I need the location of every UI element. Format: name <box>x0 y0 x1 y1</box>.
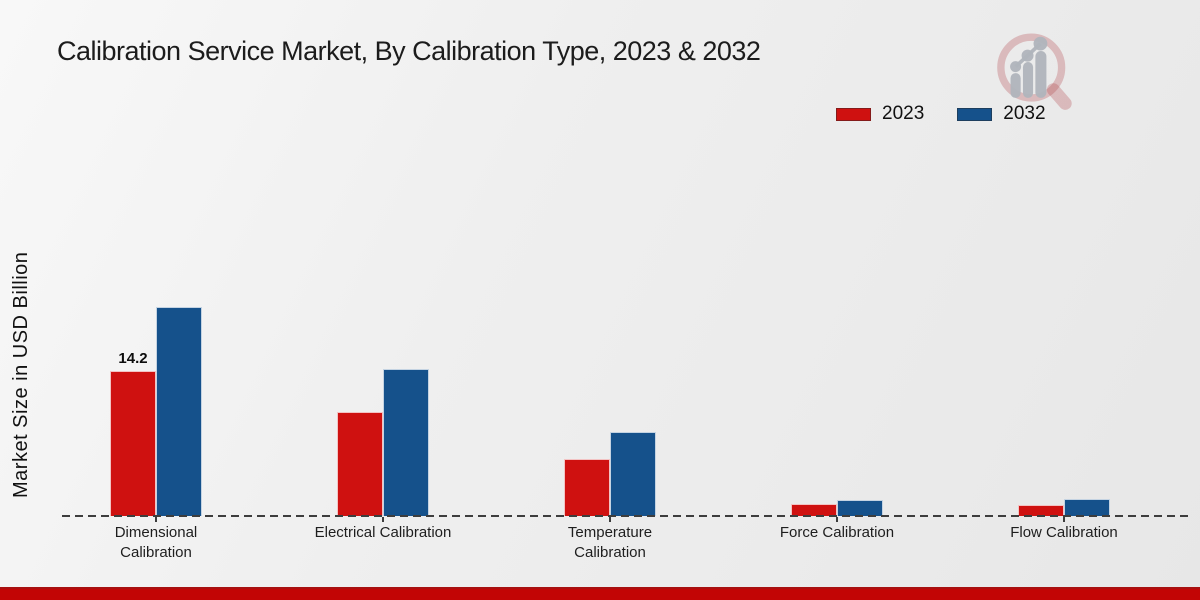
bar-2023-category-4 <box>1018 505 1064 516</box>
bar-2032-category-0 <box>156 307 202 516</box>
category-label: Electrical Calibration <box>314 524 452 541</box>
category-label: Flow Calibration <box>1010 524 1118 541</box>
legend: 2023 2032 <box>836 103 1046 125</box>
category-label: Dimensional Calibration <box>114 524 198 561</box>
legend-swatch <box>836 107 871 121</box>
x-axis-tick <box>609 517 611 522</box>
x-axis-tick <box>155 517 157 522</box>
x-axis-tick <box>836 517 838 522</box>
bar-2023-category-1 <box>337 412 383 516</box>
bar-2023-category-0 <box>110 371 156 516</box>
x-axis-baseline <box>62 515 1192 517</box>
chart-title: Calibration Service Market, By Calibrati… <box>57 36 761 66</box>
bar-2023-category-3 <box>791 504 837 516</box>
legend-item-2032: 2032 <box>957 103 1046 125</box>
legend-swatch <box>957 107 993 121</box>
bar-2032-category-4 <box>1064 499 1110 516</box>
footer-band <box>0 587 1200 600</box>
legend-item-2023: 2023 <box>836 103 924 125</box>
magnifier-bar-chart-logo-icon <box>997 33 1072 110</box>
x-axis-tick <box>382 517 384 522</box>
x-axis-tick <box>1063 517 1065 522</box>
bar-value-label: 14.2 <box>118 350 148 367</box>
bar-2032-category-2 <box>610 432 656 516</box>
legend-label: 2023 <box>882 103 925 124</box>
bar-2032-category-3 <box>837 500 883 516</box>
legend-label: 2032 <box>1003 103 1046 124</box>
category-label: Temperature Calibration <box>567 524 653 561</box>
category-label: Force Calibration <box>779 524 895 541</box>
bar-2032-category-1 <box>383 369 429 516</box>
bar-2023-category-2 <box>564 459 610 516</box>
